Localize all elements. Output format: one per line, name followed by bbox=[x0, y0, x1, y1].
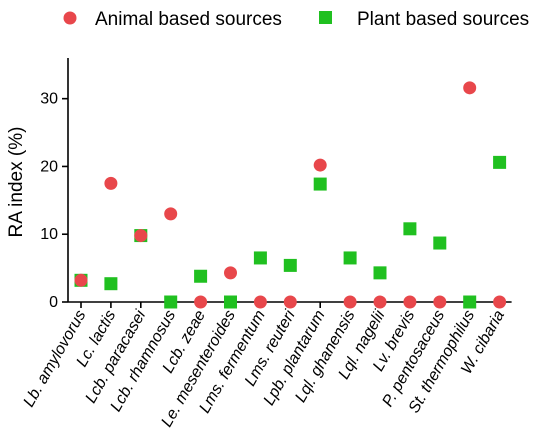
plant-square-point bbox=[313, 177, 327, 191]
y-tick-label: 10 bbox=[40, 226, 58, 243]
animal-circle-point bbox=[134, 229, 148, 243]
y-axis-label: RA index (%) bbox=[6, 127, 27, 238]
legend-marker-animal bbox=[63, 11, 77, 25]
plant-square-point bbox=[224, 295, 237, 309]
animal-circle-point bbox=[313, 158, 327, 172]
plant-square-point bbox=[194, 269, 208, 283]
animal-circle-point bbox=[283, 295, 297, 309]
plant-square-point bbox=[463, 295, 477, 309]
plant-square-point bbox=[104, 277, 118, 291]
plant-square-point bbox=[253, 251, 267, 265]
plant-square-point bbox=[433, 236, 447, 250]
animal-circle-point bbox=[104, 176, 118, 190]
animal-circle-point bbox=[493, 295, 507, 309]
y-tick-label: 30 bbox=[40, 91, 58, 108]
legend-label-animal: Animal based sources bbox=[95, 9, 282, 30]
plant-square-point bbox=[403, 222, 417, 236]
animal-circle-point bbox=[463, 81, 477, 95]
animal-circle-point bbox=[194, 295, 208, 309]
animal-circle-point bbox=[164, 207, 178, 221]
animal-circle-point bbox=[433, 295, 447, 309]
plant-square-point bbox=[493, 155, 507, 169]
animal-circle-point bbox=[373, 295, 387, 309]
y-tick-label: 0 bbox=[49, 294, 58, 311]
plant-square-point bbox=[283, 258, 297, 272]
animal-circle-point bbox=[403, 295, 417, 309]
animal-circle-point bbox=[224, 266, 237, 280]
plant-square-point bbox=[343, 251, 357, 265]
plant-square-point bbox=[164, 295, 178, 309]
legend-label-plant: Plant based sources bbox=[357, 9, 529, 30]
y-tick-label: 20 bbox=[40, 158, 58, 175]
legend: Animal based sources Plant based sources bbox=[63, 9, 529, 30]
legend-marker-plant bbox=[319, 11, 332, 24]
animal-circle-point bbox=[343, 295, 357, 309]
animal-circle-point bbox=[74, 273, 88, 287]
animal-circle-point bbox=[253, 295, 267, 309]
data-marks bbox=[74, 81, 507, 309]
plant-square-point bbox=[373, 266, 387, 280]
